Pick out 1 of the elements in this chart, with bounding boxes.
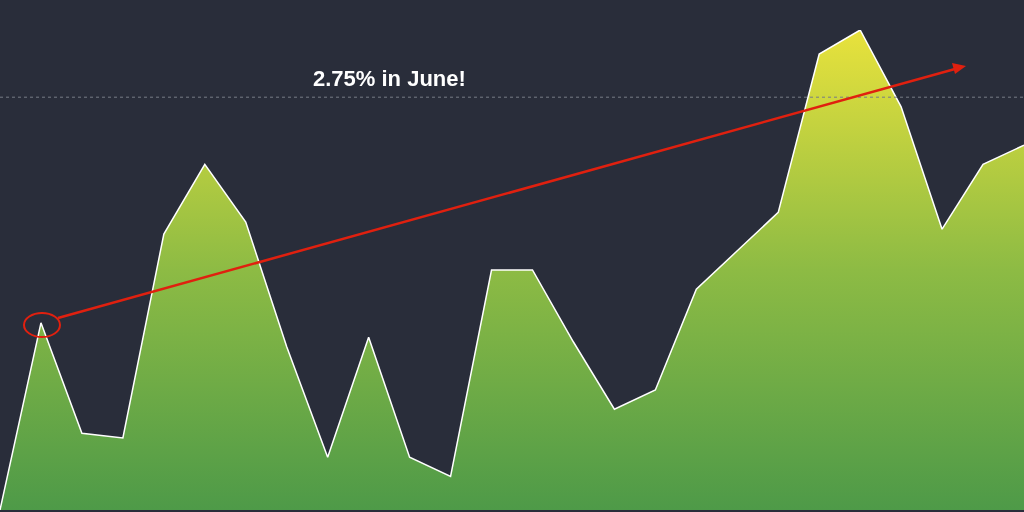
annotation: 2.75% in June! <box>313 66 466 91</box>
